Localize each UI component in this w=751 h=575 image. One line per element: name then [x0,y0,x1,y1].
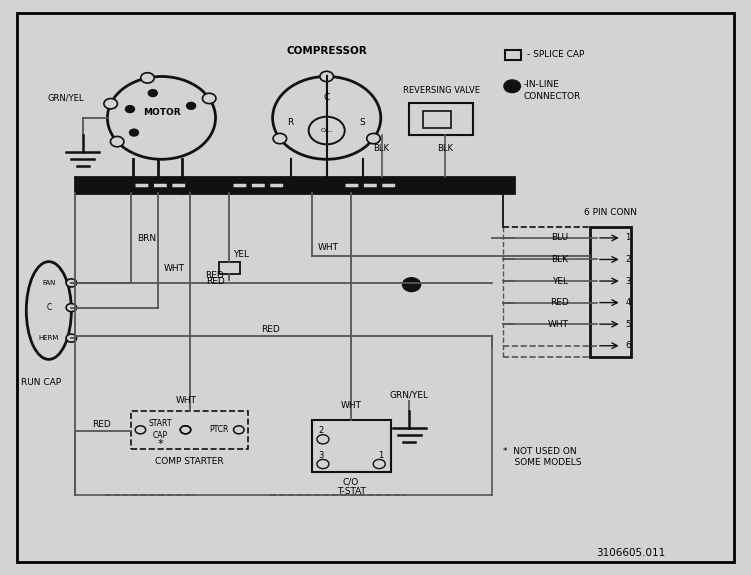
Bar [75,177,514,193]
Text: HERM: HERM [38,335,59,341]
Text: CAP: CAP [152,431,167,440]
Text: 4: 4 [626,298,631,307]
Text: YEL: YEL [233,250,249,259]
Circle shape [140,72,154,83]
Text: 6 PIN CONN: 6 PIN CONN [584,208,637,217]
Text: FAN: FAN [42,280,56,286]
Bar [590,227,631,356]
Text: 3106605.011: 3106605.011 [596,548,665,558]
Text: C: C [324,93,330,102]
Bar [409,104,473,135]
Text: T-STAT: T-STAT [336,487,366,496]
Text: 1: 1 [626,233,631,243]
Text: -IN-LINE: -IN-LINE [523,80,559,89]
Text: R: R [288,118,294,127]
Text: BLK: BLK [437,144,454,153]
Text: MOTOR: MOTOR [143,108,180,117]
Circle shape [366,133,380,144]
Text: PTCR: PTCR [210,426,229,434]
Text: RED: RED [207,277,225,286]
Text: 5: 5 [626,320,631,329]
Circle shape [504,80,520,93]
Text: SOME MODELS: SOME MODELS [503,458,582,467]
Bar [131,411,248,449]
Text: 3: 3 [318,451,324,460]
Text: RED: RED [92,420,110,429]
Text: WHT: WHT [341,401,361,410]
Text: C: C [47,303,51,312]
Circle shape [403,278,421,292]
Text: RED: RED [261,325,279,334]
Bar [219,262,240,274]
Text: CONNECTOR: CONNECTOR [523,91,581,101]
Text: 1: 1 [379,451,383,460]
Text: 3: 3 [626,277,631,286]
Text: GRN/YEL: GRN/YEL [390,390,429,400]
Circle shape [203,93,216,104]
Text: 6: 6 [626,341,631,350]
Text: BLU: BLU [551,233,569,243]
Text: BRN: BRN [137,234,156,243]
Circle shape [110,136,124,147]
Text: COMPRESSOR: COMPRESSOR [286,47,367,56]
Text: S: S [360,118,366,127]
Text: BLK: BLK [373,144,390,153]
Circle shape [320,71,333,82]
Text: *: * [157,439,163,449]
Circle shape [129,129,138,136]
Text: GRN/YEL: GRN/YEL [47,93,83,102]
Text: 2: 2 [319,426,324,435]
Text: WHT: WHT [547,320,569,329]
Text: BLK: BLK [551,255,569,264]
Text: *  NOT USED ON: * NOT USED ON [503,447,577,456]
Circle shape [104,98,117,109]
Circle shape [66,304,77,312]
Text: START: START [148,419,172,428]
Circle shape [66,279,77,287]
Text: WHT: WHT [164,264,185,273]
Text: RUN CAP: RUN CAP [21,378,62,387]
Text: O.L.: O.L. [321,128,333,133]
Text: WHT: WHT [176,396,197,405]
Circle shape [125,106,134,113]
Text: 2: 2 [626,255,631,264]
Text: REVERSING VALVE: REVERSING VALVE [403,86,480,95]
Text: C/O: C/O [343,477,359,486]
Text: YEL: YEL [553,277,569,286]
Text: RED: RED [550,298,569,307]
Text: WHT: WHT [318,243,339,252]
Circle shape [66,334,77,342]
Text: RED: RED [205,271,223,281]
Text: COMP STARTER: COMP STARTER [155,457,224,466]
Bar [423,111,451,128]
Circle shape [148,90,157,97]
Circle shape [273,133,287,144]
Bar [312,420,391,472]
Text: - SPLICE CAP: - SPLICE CAP [527,50,584,59]
Circle shape [186,102,195,109]
Bar [505,50,521,60]
